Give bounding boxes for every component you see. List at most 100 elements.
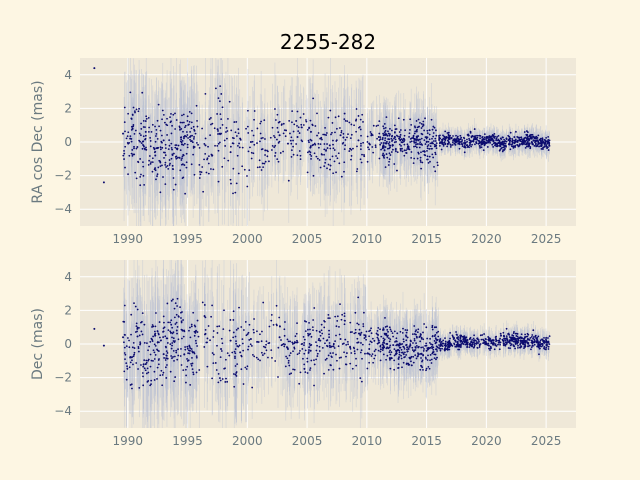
data-point (306, 128, 309, 131)
data-point (144, 126, 146, 129)
data-point (154, 154, 157, 157)
data-point (149, 140, 152, 142)
data-point (382, 142, 385, 144)
data-point (142, 144, 144, 146)
data-point (290, 155, 293, 158)
data-point (399, 139, 402, 142)
data-point (356, 337, 359, 340)
data-point (165, 166, 168, 168)
data-point (203, 158, 205, 161)
data-point (289, 139, 292, 142)
data-point (362, 121, 364, 123)
data-point (448, 136, 451, 139)
data-point (188, 120, 191, 123)
data-point (266, 149, 268, 152)
data-point (475, 141, 478, 144)
data-point (224, 145, 227, 147)
data-point (431, 137, 433, 140)
data-point (283, 129, 286, 132)
data-point (424, 356, 427, 359)
data-point (522, 143, 524, 146)
data-point (155, 178, 157, 181)
data-point (274, 108, 276, 110)
data-point (389, 127, 391, 130)
data-point (276, 126, 279, 129)
data-point (227, 117, 229, 120)
data-point (426, 155, 429, 158)
data-point (393, 131, 396, 134)
data-point (435, 134, 438, 137)
data-point (508, 137, 511, 140)
data-point (338, 333, 341, 336)
data-point (412, 162, 415, 165)
data-point (492, 142, 495, 145)
data-point (540, 140, 542, 143)
data-point (447, 134, 450, 137)
data-point (543, 145, 546, 148)
data-point (314, 125, 317, 127)
data-point (399, 129, 402, 131)
data-point (174, 323, 177, 325)
data-point (380, 148, 382, 151)
data-point (93, 67, 96, 70)
data-point (247, 132, 250, 134)
y-tick-label: 4 (64, 68, 72, 82)
data-point (362, 141, 365, 144)
data-point (182, 369, 185, 372)
data-point (363, 155, 366, 158)
data-point (396, 134, 398, 137)
data-point (377, 349, 380, 352)
data-point (367, 146, 369, 149)
data-point (153, 358, 156, 360)
data-point (395, 140, 397, 143)
data-point (192, 137, 195, 140)
data-point (410, 123, 413, 126)
data-point (191, 141, 194, 144)
data-point (384, 326, 387, 328)
data-point (520, 136, 523, 139)
data-point (383, 338, 386, 341)
data-point (234, 131, 237, 134)
data-point (447, 131, 450, 134)
data-point (197, 143, 199, 146)
data-point (295, 120, 298, 122)
data-point (307, 139, 310, 142)
data-point (218, 141, 221, 144)
ra-points (93, 67, 551, 195)
data-point (415, 129, 418, 132)
data-point (249, 141, 252, 143)
data-point (449, 138, 451, 140)
data-point (355, 118, 358, 121)
data-point (214, 87, 217, 90)
data-point (211, 154, 213, 157)
data-point (153, 148, 156, 151)
data-point (201, 166, 204, 168)
data-point (316, 112, 318, 115)
data-point (473, 136, 476, 138)
data-point (442, 145, 445, 147)
data-point (313, 142, 316, 145)
data-point (186, 120, 189, 122)
data-point (273, 134, 275, 137)
data-point (171, 168, 174, 170)
data-point (408, 136, 410, 138)
data-point (344, 144, 347, 147)
data-point (334, 131, 336, 134)
data-point (529, 147, 532, 150)
ra-tick-labels: 1990 1995 2000 2005 2010 2015 2020 2025 −4 −2 0 2 4 (54, 68, 561, 246)
data-point (232, 331, 235, 334)
data-point (327, 116, 330, 119)
data-point (474, 143, 476, 146)
data-point (172, 188, 175, 191)
data-point (338, 367, 341, 370)
data-point (332, 147, 335, 150)
data-point (182, 154, 185, 157)
data-point (196, 120, 198, 122)
data-point (321, 153, 323, 156)
data-point (221, 378, 224, 380)
data-point (454, 139, 457, 142)
data-point (435, 142, 438, 145)
data-point (434, 137, 437, 140)
data-point (361, 153, 363, 156)
data-point (154, 140, 157, 143)
